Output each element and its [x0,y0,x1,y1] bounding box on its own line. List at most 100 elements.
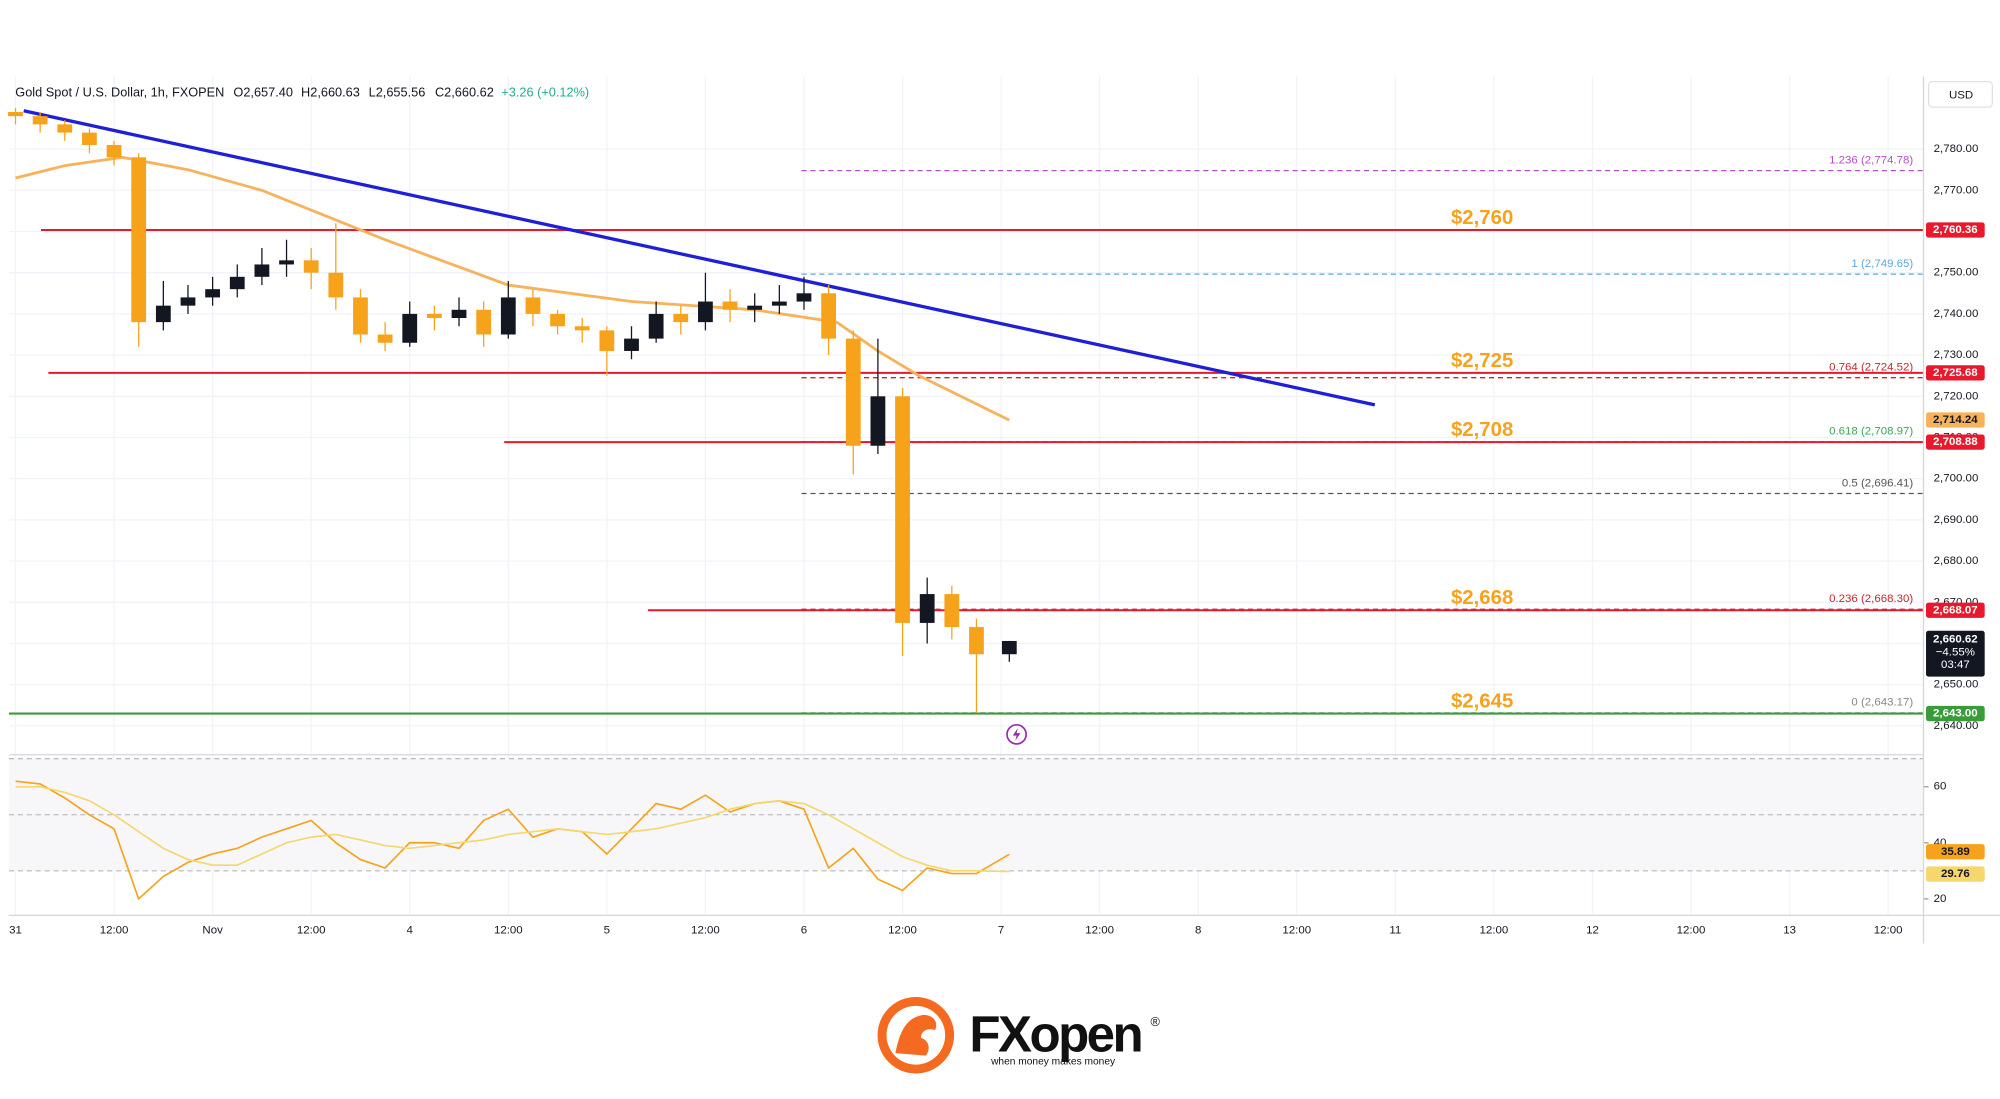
price-tag [1926,844,1985,860]
candle-body [845,338,861,446]
x-tick-label: 12:00 [1480,925,1509,937]
y-tick-label: 2,720.00 [1934,390,1979,402]
x-tick-label: 12:00 [1874,925,1903,937]
price-tag [1926,866,1985,882]
currency-box [1927,80,1993,108]
candle-body [919,594,935,623]
x-tick-label: 12:00 [297,925,326,937]
candle-body [821,293,837,339]
logo: FXopen ® when money makes money [877,997,1161,1074]
level-label: $2,725 [1451,350,1513,372]
x-tick-label: 12:00 [1282,925,1311,937]
price-tag [1926,412,1985,428]
x-tick-label: Nov [202,925,223,937]
candle-body [57,124,73,133]
candle-body [624,338,639,351]
rsi-average [15,785,1010,873]
ohlc-value: H2,660.63 [301,84,360,99]
x-tick-label: 5 [604,925,610,937]
logo-name: FXopen [969,1005,1141,1062]
candle-body [500,297,516,335]
level-label: $2,668 [1451,587,1513,609]
price-tag-label: 29.76 [1941,868,1970,880]
y-tick-label: 2,730.00 [1934,349,1979,361]
candle-body [870,396,886,446]
x-tick-label: 12:00 [888,925,917,937]
candle-body [771,301,787,306]
plot: 1.236 (2,774.78) 1 (2,749.65) 0.764 (2,724… [8,107,1924,901]
candle-body [673,313,689,323]
x-tick-label: 8 [1195,925,1201,937]
candle-body [155,305,171,323]
candle-body [476,309,492,335]
price-tag-label: 2,643.00 [1933,708,1978,720]
price-tag-label: 2,760.36 [1933,224,1978,236]
price-tag [1926,705,1985,722]
logo-tagline: when money makes money [990,1057,1116,1068]
ohlc-value: +3.26 (+0.12%) [501,84,589,99]
y-tick-label: 2,770.00 [1934,184,1979,196]
candle-body [648,313,664,339]
fib-label: 0.618 (2,708.97) [1829,426,1913,438]
fib-label: 1.236 (2,774.78) [1829,154,1913,166]
x-tick-label: 12:00 [691,925,720,937]
currency: USD [1949,90,1973,102]
x-tick-label: 12:00 [494,925,523,937]
candle-body [969,627,984,655]
candle-body [574,326,590,331]
candle-body [205,289,221,298]
level-label: $2,645 [1451,690,1513,712]
price-tag-label: 35.89 [1941,846,1970,858]
rsi-tick-label: 20 [1934,893,1947,905]
y-tick-label: 2,680.00 [1934,555,1979,567]
ohlc-value: C2,660.62 [435,84,494,99]
axes: 31 12:00 Nov 12:00 4 12:00 5 12:00 6 12:00 7 12:00 8… [9,143,1985,937]
candle-body [944,594,960,628]
candle-body [229,276,245,290]
y-tick-label: 2,650.00 [1934,679,1979,691]
candle-body [328,272,344,298]
candle-body [525,297,541,314]
price-tag-label: 2,714.24 [1933,414,1978,426]
last-price-change: −4.55% [1936,646,1975,658]
x-tick-label: 11 [1389,925,1401,937]
x-tick-label: 13 [1783,925,1796,937]
chart-title: Gold Spot / U.S. Dollar, 1h, FXOPEN [15,84,224,99]
candle-body [254,264,270,277]
event-bolt [1012,727,1021,741]
x-tick-label: 6 [801,925,807,937]
candle-body [426,313,442,319]
fib-label: 1 (2,749.65) [1851,258,1913,270]
trend-line [23,109,1376,407]
rsi-tick-label: 60 [1934,781,1947,793]
candle-body [895,396,910,623]
candle-body [82,132,97,145]
y-tick-label: 2,690.00 [1934,514,1979,526]
x-tick-label: 7 [998,925,1004,937]
price-tag [1926,602,1985,618]
candle-body [698,301,713,323]
y-tick-label: 2,750.00 [1934,267,1979,279]
candle-body [1001,640,1017,655]
x-tick-label: 4 [407,925,414,937]
last-price-label: 2,660.62 [1933,634,1978,646]
price-tag-label: 2,668.07 [1933,604,1978,616]
y-tick-label: 2,640.00 [1934,720,1979,732]
event-icon[interactable] [1006,723,1027,745]
candle-body [8,112,23,117]
candle-body [377,334,393,343]
logo-figure [895,1014,937,1056]
candle-body [402,313,418,343]
rsi-tick-label: 40 [1934,837,1947,849]
fib-label: 0 (2,643.17) [1851,697,1913,709]
candle-body [722,301,738,310]
candle-body [451,309,467,319]
last-price-tag [1926,630,1985,677]
x-tick-label: 12:00 [1677,925,1706,937]
candle-body [106,144,122,158]
price-tag [1926,222,1985,238]
ohlc-value: O2,657.40 [233,84,293,99]
x-tick-label: 12:00 [100,925,129,937]
fib-label: 0.236 (2,668.30) [1829,593,1913,605]
